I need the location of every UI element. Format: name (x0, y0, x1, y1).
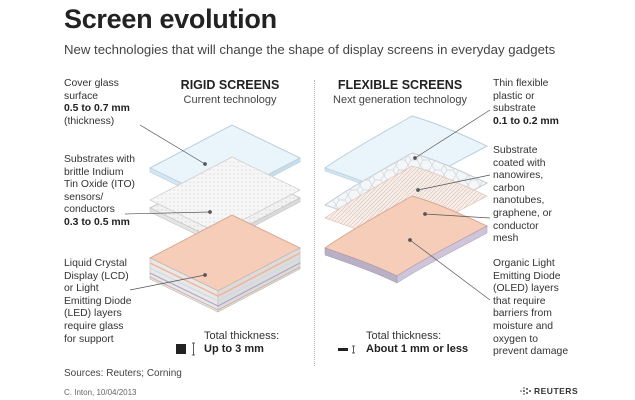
rigid-subheading: Current technology (183, 94, 277, 106)
page-subtitle: New technologies that will change the sh… (64, 42, 556, 57)
label-lcd-led: Liquid Crystal Display (LCD) or Light Em… (64, 258, 132, 345)
rigid-total-label: Total thickness: (204, 330, 280, 342)
label-cover-glass: Cover glass surface 0.5 to 0.7 mm (thick… (64, 78, 164, 128)
flexible-total-label: Total thickness: (366, 330, 442, 342)
page-title: Screen evolution (64, 4, 277, 34)
label-coated-substrate: Substrate coated with nanowires, carbon … (493, 145, 552, 245)
flexible-heading: FLEXIBLE SCREENS (337, 78, 463, 92)
column-divider (314, 80, 315, 366)
right-leader-lines (408, 109, 491, 301)
credit-text: C. Inton, 10/04/2013 (64, 388, 137, 397)
flexible-oled-layer (323, 195, 489, 284)
rigid-heading: RIGID SCREENS (180, 78, 280, 92)
cover-glass-thickness: 0.5 to 0.7 mm (64, 103, 130, 115)
substrates-thickness: 0.3 to 0.5 mm (64, 216, 130, 228)
reuters-logo-icon (520, 387, 531, 395)
sources-text: Sources: Reuters; Corning (64, 368, 182, 379)
flexible-subheading: Next generation technology (333, 94, 467, 106)
label-oled: Organic Light Emitting Diode (OLED) laye… (493, 258, 569, 358)
plastic-thickness: 0.1 to 0.2 mm (493, 115, 559, 127)
left-leader-lines (124, 124, 212, 291)
label-thin-plastic: Thin flexible plastic or substrate 0.1 t… (493, 78, 603, 128)
rigid-ito-layers (148, 156, 302, 246)
label-substrates-ito: Substrates with brittle Indium Tin Oxide… (64, 154, 164, 230)
rigid-lcd-layers (148, 214, 302, 313)
flexible-total-value: About 1 mm or less (366, 343, 469, 355)
flexible-thickness-icon (338, 345, 355, 354)
agency-name: REUTERS (534, 386, 579, 396)
rigid-total-value: Up to 3 mm (204, 343, 264, 355)
rigid-thickness-icon (176, 342, 195, 356)
